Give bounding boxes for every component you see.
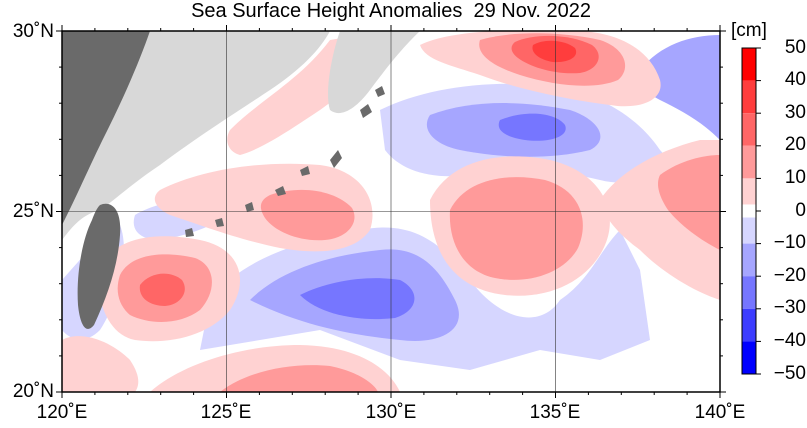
colorbar-bin-10 <box>742 341 756 374</box>
colorbar-bin-4 <box>742 178 756 205</box>
colorbar-bin-3 <box>742 145 756 179</box>
lat-label-25: 25˚N <box>12 201 54 222</box>
colorbar-frame <box>741 47 757 375</box>
positive-anomaly-ryukyu-inner <box>260 189 355 241</box>
map-title: Sea Surface Height Anomalies 29 Nov. 202… <box>191 0 591 22</box>
positive-anomaly-southeast <box>62 336 139 392</box>
lon-label-135: 135˚E <box>529 402 581 423</box>
lon-label-130: 130˚E <box>365 402 417 423</box>
colorbar-bin-1 <box>742 80 756 114</box>
positive-anomaly-north-core <box>532 40 577 63</box>
kyushu-ryukyu-north <box>328 31 420 114</box>
colorbar-bin-6 <box>742 217 756 244</box>
colorbar-label-40: 40 <box>784 69 806 90</box>
colorbar-label-50: 50 <box>784 37 806 58</box>
lat-label-20: 20˚N <box>12 381 54 402</box>
colorbar-label-m20: −20 <box>773 265 806 286</box>
colorbar-label-10: 10 <box>784 167 806 188</box>
lon-label-120: 120˚E <box>36 402 88 423</box>
negative-anomaly-northeast <box>638 35 720 140</box>
colorbar-bin-7 <box>742 243 756 277</box>
colorbar-label-20: 20 <box>784 134 806 155</box>
colorbar-bin-2 <box>742 113 756 146</box>
colorbar-label-30: 30 <box>784 102 806 123</box>
china-coast-shading <box>62 31 150 225</box>
taiwan-island <box>77 203 121 329</box>
colorbar-bin-9 <box>742 308 756 342</box>
lon-label-125: 125˚E <box>200 402 252 423</box>
negative-anomaly-southwest-core <box>300 278 415 320</box>
colorbar-unit: [cm] <box>731 20 767 41</box>
negative-anomaly-central-core <box>498 113 566 141</box>
positive-anomaly-south-inner <box>220 365 378 392</box>
lon-label-140: 140˚E <box>694 402 746 423</box>
land-masses <box>62 31 420 329</box>
positive-anomaly-southwest-core <box>139 273 185 306</box>
colorbar-label-m30: −30 <box>773 297 806 318</box>
positive-anomaly-center-inner <box>449 177 583 280</box>
positive-anomaly-north-west <box>227 35 363 155</box>
positive-anomaly-east-inner <box>657 155 720 250</box>
colorbar-label-m50: −50 <box>773 363 806 384</box>
colorbar-bin-5 <box>742 204 756 218</box>
colorbar-bin-8 <box>742 276 756 309</box>
map-plot-area <box>62 31 720 392</box>
graticule <box>62 31 720 392</box>
colorbar-label-m10: −10 <box>773 232 806 253</box>
colorbar-label-m40: −40 <box>773 330 806 351</box>
colorbar <box>742 47 761 375</box>
lat-label-30: 30˚N <box>12 21 54 42</box>
anomaly-field <box>62 31 720 392</box>
colorbar-label-0: 0 <box>795 200 806 221</box>
colorbar-bin-0 <box>742 48 756 81</box>
map-frame-ticks <box>56 25 726 398</box>
